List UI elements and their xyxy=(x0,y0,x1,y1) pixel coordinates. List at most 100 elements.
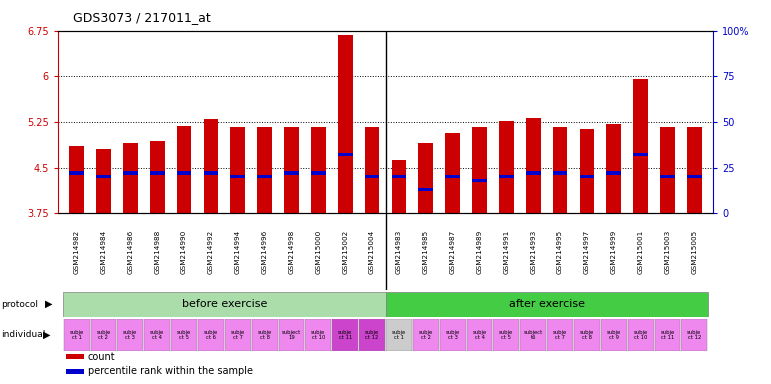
Bar xyxy=(69,171,84,175)
Bar xyxy=(231,175,245,178)
Text: protocol: protocol xyxy=(1,300,38,309)
Text: GSM214999: GSM214999 xyxy=(611,229,617,274)
Text: GDS3073 / 217011_at: GDS3073 / 217011_at xyxy=(73,12,211,25)
Bar xyxy=(574,319,600,351)
Bar xyxy=(177,171,191,175)
Bar xyxy=(526,118,540,213)
Text: subje
ct 12: subje ct 12 xyxy=(687,329,702,341)
Bar xyxy=(607,124,621,213)
Text: subje
ct 9: subje ct 9 xyxy=(607,329,621,341)
Text: ▶: ▶ xyxy=(45,299,52,309)
Text: GSM214989: GSM214989 xyxy=(476,229,483,274)
Text: GSM214998: GSM214998 xyxy=(288,229,295,274)
Bar xyxy=(687,175,702,178)
Bar xyxy=(660,175,675,178)
Text: subje
ct 1: subje ct 1 xyxy=(392,329,406,341)
Bar xyxy=(547,319,573,351)
Bar xyxy=(359,319,385,351)
Text: subje
ct 5: subje ct 5 xyxy=(177,329,191,341)
Bar xyxy=(386,319,412,351)
Text: GSM214991: GSM214991 xyxy=(503,229,510,274)
Bar xyxy=(466,319,493,351)
Bar xyxy=(332,319,358,351)
Bar xyxy=(499,175,513,178)
Text: subje
ct 2: subje ct 2 xyxy=(419,329,433,341)
Bar xyxy=(580,129,594,213)
Text: subject
19: subject 19 xyxy=(282,329,301,341)
Bar xyxy=(150,171,164,175)
Text: subje
ct 4: subje ct 4 xyxy=(473,329,487,341)
Text: subje
ct 3: subje ct 3 xyxy=(123,329,137,341)
Bar xyxy=(553,171,567,175)
Text: after exercise: after exercise xyxy=(509,299,584,310)
Bar xyxy=(96,175,111,178)
Text: GSM215003: GSM215003 xyxy=(665,229,671,274)
Bar xyxy=(177,126,191,213)
Text: GSM214996: GSM214996 xyxy=(261,229,268,274)
Bar xyxy=(472,179,487,182)
Text: GSM214982: GSM214982 xyxy=(73,229,79,274)
Text: GSM215005: GSM215005 xyxy=(692,229,698,274)
Text: GSM214992: GSM214992 xyxy=(208,229,214,274)
Bar xyxy=(64,319,89,351)
Bar xyxy=(633,153,648,156)
Bar xyxy=(150,141,164,213)
Bar xyxy=(225,319,251,351)
Bar xyxy=(660,127,675,213)
Text: subje
ct 3: subje ct 3 xyxy=(446,329,460,341)
Bar xyxy=(305,319,332,351)
Text: GSM214988: GSM214988 xyxy=(154,229,160,274)
Text: subje
ct 8: subje ct 8 xyxy=(580,329,594,341)
Text: GSM214993: GSM214993 xyxy=(530,229,536,274)
Bar xyxy=(439,319,466,351)
Bar xyxy=(96,149,111,213)
Bar xyxy=(69,146,84,213)
Bar xyxy=(413,319,439,351)
Bar xyxy=(258,175,272,178)
Bar xyxy=(419,188,433,191)
Text: subje
ct 1: subje ct 1 xyxy=(69,329,84,341)
Text: subje
ct 2: subje ct 2 xyxy=(96,329,110,341)
Text: percentile rank within the sample: percentile rank within the sample xyxy=(88,366,253,376)
Text: GSM214983: GSM214983 xyxy=(396,229,402,274)
Bar xyxy=(311,127,325,213)
Bar xyxy=(198,319,224,351)
Bar xyxy=(123,171,138,175)
Text: subject
t6: subject t6 xyxy=(524,329,543,341)
Text: subje
ct 10: subje ct 10 xyxy=(634,329,648,341)
Bar xyxy=(553,127,567,213)
Bar xyxy=(365,175,379,178)
Bar xyxy=(499,121,513,213)
Text: subje
ct 5: subje ct 5 xyxy=(500,329,513,341)
Bar xyxy=(386,292,708,317)
Text: GSM214997: GSM214997 xyxy=(584,229,590,274)
Text: subje
ct 11: subje ct 11 xyxy=(338,329,352,341)
Bar xyxy=(493,319,519,351)
Bar xyxy=(231,127,245,213)
Bar xyxy=(687,127,702,213)
Bar xyxy=(472,127,487,213)
Bar xyxy=(682,319,707,351)
Text: GSM215002: GSM215002 xyxy=(342,229,348,274)
Bar xyxy=(63,292,385,317)
Bar xyxy=(607,171,621,175)
Bar xyxy=(252,319,278,351)
Text: subje
ct 7: subje ct 7 xyxy=(553,329,567,341)
Bar xyxy=(655,319,681,351)
Text: subje
ct 8: subje ct 8 xyxy=(258,329,271,341)
Text: individual: individual xyxy=(1,330,45,339)
Bar xyxy=(258,127,272,213)
Text: GSM214995: GSM214995 xyxy=(557,229,563,274)
Text: GSM214990: GSM214990 xyxy=(181,229,187,274)
Bar xyxy=(311,171,325,175)
Bar xyxy=(284,127,299,213)
Bar xyxy=(204,119,218,213)
Text: GSM214984: GSM214984 xyxy=(100,229,106,274)
Bar xyxy=(365,127,379,213)
Bar xyxy=(392,175,406,178)
Bar xyxy=(446,133,460,213)
Bar xyxy=(91,319,116,351)
Bar xyxy=(284,171,299,175)
Bar xyxy=(601,319,627,351)
Bar xyxy=(392,160,406,213)
